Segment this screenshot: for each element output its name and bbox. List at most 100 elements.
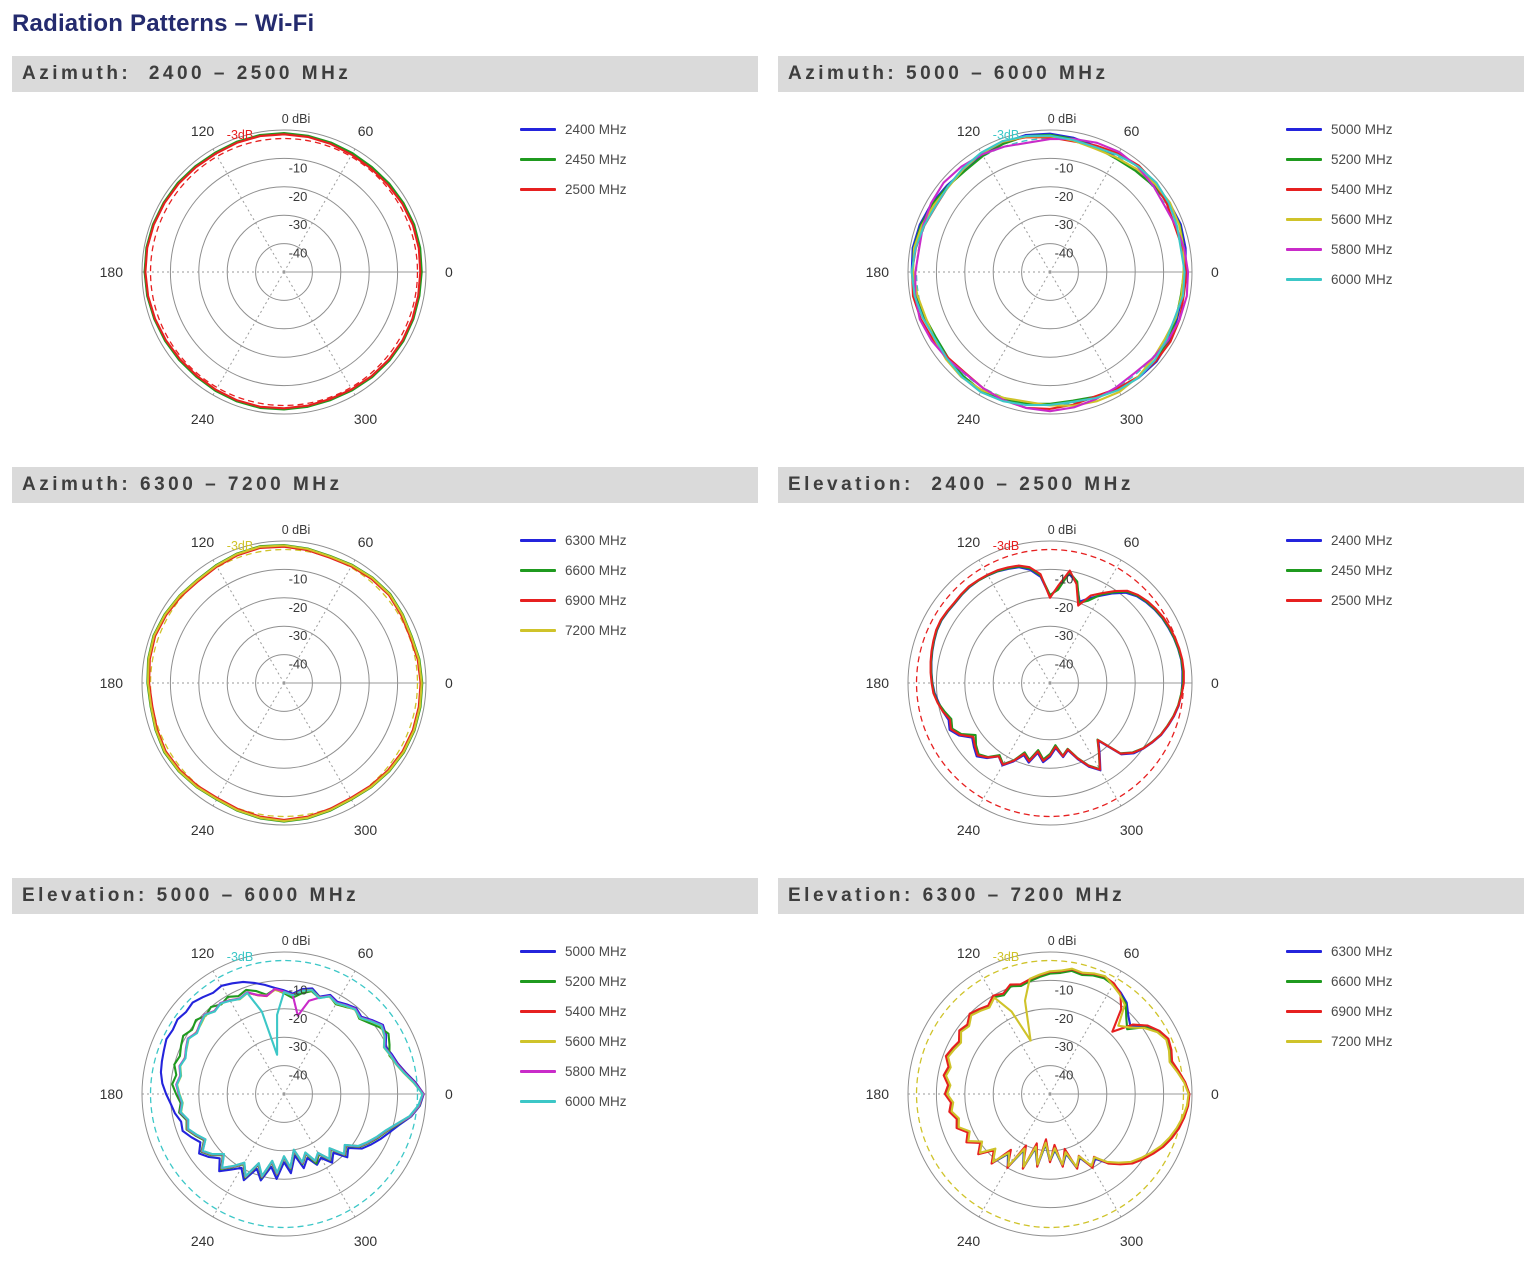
trace-2500-mhz	[929, 564, 1185, 771]
radial-label-0dbi: 0 dBi	[282, 112, 311, 126]
angle-label-60: 60	[358, 945, 374, 961]
radial-label-0dbi: 0 dBi	[1048, 934, 1077, 948]
legend-swatch	[520, 128, 556, 131]
polar-grid-ring	[198, 1008, 370, 1180]
legend-item: 2400 MHz	[1286, 533, 1393, 548]
polar-grid-ring	[1021, 654, 1079, 712]
angle-label-240: 240	[957, 411, 981, 427]
radial-tick-label: -30	[1055, 1039, 1074, 1054]
radial-tick-label: -10	[289, 982, 308, 997]
angle-label-180: 180	[866, 264, 890, 280]
legend-item: 6600 MHz	[1286, 974, 1393, 989]
legend-label: 5600 MHz	[1331, 212, 1393, 227]
legend-label: 5800 MHz	[565, 1064, 627, 1079]
polar-grid-ring	[1021, 1065, 1079, 1123]
panel-body: 0 dBi -10 -20 -30 -40 -3dB 0 60 120 180 240 300 240…	[12, 92, 758, 449]
radial-tick-label: -40	[1055, 1068, 1074, 1083]
radial-label-0dbi: 0 dBi	[1048, 523, 1077, 537]
polar-spoke	[212, 1093, 285, 1218]
angle-label-180: 180	[866, 675, 890, 691]
polar-spoke	[978, 1093, 1051, 1218]
radial-tick-label: -10	[1055, 571, 1074, 586]
angle-label-240: 240	[957, 822, 981, 838]
angle-label-240: 240	[191, 411, 215, 427]
legend-swatch	[1286, 1040, 1322, 1043]
legend-label: 2500 MHz	[1331, 593, 1393, 608]
ref-circle-3db	[149, 959, 419, 1229]
legend-swatch	[1286, 188, 1322, 191]
radial-tick-label: -20	[289, 189, 308, 204]
legend-swatch	[1286, 1010, 1322, 1013]
angle-label-300: 300	[354, 822, 378, 838]
angle-label-120: 120	[957, 534, 981, 550]
chart-legend: 5000 MHz 5200 MHz 5400 MHz 5600 MHz 5800 MHz…	[520, 944, 627, 1109]
legend-swatch	[520, 599, 556, 602]
radial-tick-label: -40	[1055, 246, 1074, 261]
polar-spoke	[1049, 148, 1122, 273]
polar-spoke	[978, 682, 1051, 807]
radial-tick-label: -10	[1055, 982, 1074, 997]
polar-grid-ring	[255, 654, 313, 712]
polar-spoke	[212, 559, 285, 684]
angle-label-60: 60	[358, 534, 374, 550]
legend-swatch	[1286, 248, 1322, 251]
legend-swatch	[1286, 950, 1322, 953]
angle-label-0: 0	[445, 1086, 453, 1102]
polar-grid-ring	[169, 568, 399, 798]
legend-item: 6900 MHz	[520, 593, 627, 608]
angle-label-180: 180	[100, 675, 124, 691]
polar-spoke	[1049, 682, 1122, 807]
ref-circle-label: -3dB	[993, 539, 1019, 553]
angle-label-0: 0	[1211, 264, 1219, 280]
ref-circle-label: -3dB	[227, 539, 253, 553]
polar-chart-azimuth-5000-6000: 0 dBi -10 -20 -30 -40 -3dB 0 60 120 180 240 300	[778, 92, 1286, 449]
legend-swatch	[520, 1070, 556, 1073]
radial-tick-label: -20	[1055, 1011, 1074, 1026]
legend-label: 5000 MHz	[565, 944, 627, 959]
legend-swatch	[1286, 278, 1322, 281]
legend-swatch	[520, 629, 556, 632]
legend-label: 6000 MHz	[565, 1094, 627, 1109]
polar-grid-ring	[935, 568, 1165, 798]
legend-swatch	[520, 950, 556, 953]
polar-grid-ring	[907, 129, 1193, 415]
legend-label: 5200 MHz	[565, 974, 627, 989]
polar-grid-ring	[141, 951, 427, 1237]
radial-tick-label: -30	[1055, 217, 1074, 232]
angle-label-180: 180	[100, 1086, 124, 1102]
polar-plot-svg: 0 dBi -10 -20 -30 -40 -3dB 0 60 120 180 240 300	[100, 523, 453, 838]
legend-label: 2500 MHz	[565, 182, 627, 197]
trace-7200-mhz	[146, 544, 423, 823]
angle-label-300: 300	[354, 1233, 378, 1249]
angle-label-300: 300	[1120, 1233, 1144, 1249]
polar-grid-ring	[226, 625, 342, 741]
polar-grid-ring	[169, 979, 399, 1209]
radial-label-0dbi: 0 dBi	[282, 523, 311, 537]
angle-label-60: 60	[1124, 123, 1140, 139]
angle-label-120: 120	[191, 123, 215, 139]
panel-body: 0 dBi -10 -20 -30 -40 -3dB 0 60 120 180 240 300 500…	[12, 914, 758, 1271]
legend-item: 5600 MHz	[520, 1034, 627, 1049]
chart-legend: 2400 MHz 2450 MHz 2500 MHz	[520, 122, 627, 197]
trace-6900-mhz	[148, 545, 422, 821]
legend-item: 6300 MHz	[520, 533, 627, 548]
legend-label: 5400 MHz	[565, 1004, 627, 1019]
legend-label: 5000 MHz	[1331, 122, 1393, 137]
polar-grid-ring	[141, 540, 427, 826]
polar-grid-ring	[964, 1008, 1136, 1180]
legend-item: 6000 MHz	[1286, 272, 1393, 287]
radial-tick-label: -40	[289, 1068, 308, 1083]
polar-grid-ring	[198, 186, 370, 358]
angle-label-180: 180	[100, 264, 124, 280]
polar-plot-svg: 0 dBi -10 -20 -30 -40 -3dB 0 60 120 180 240 300	[100, 112, 453, 427]
radial-tick-label: -30	[289, 1039, 308, 1054]
legend-label: 2400 MHz	[1331, 533, 1393, 548]
legend-label: 7200 MHz	[565, 623, 627, 638]
polar-chart-elevation-2400-2500: 0 dBi -10 -20 -30 -40 -3dB 0 60 120 180 240 300	[778, 503, 1286, 860]
legend-label: 2450 MHz	[565, 152, 627, 167]
polar-plot-svg: 0 dBi -10 -20 -30 -40 -3dB 0 60 120 180 240 300	[866, 112, 1219, 427]
trace-5800-mhz	[914, 137, 1190, 413]
legend-item: 2500 MHz	[520, 182, 627, 197]
panel-azimuth-5000-6000: Azimuth: 5000 – 6000 MHz 0 dBi -10 -20 -30 -…	[778, 56, 1524, 449]
